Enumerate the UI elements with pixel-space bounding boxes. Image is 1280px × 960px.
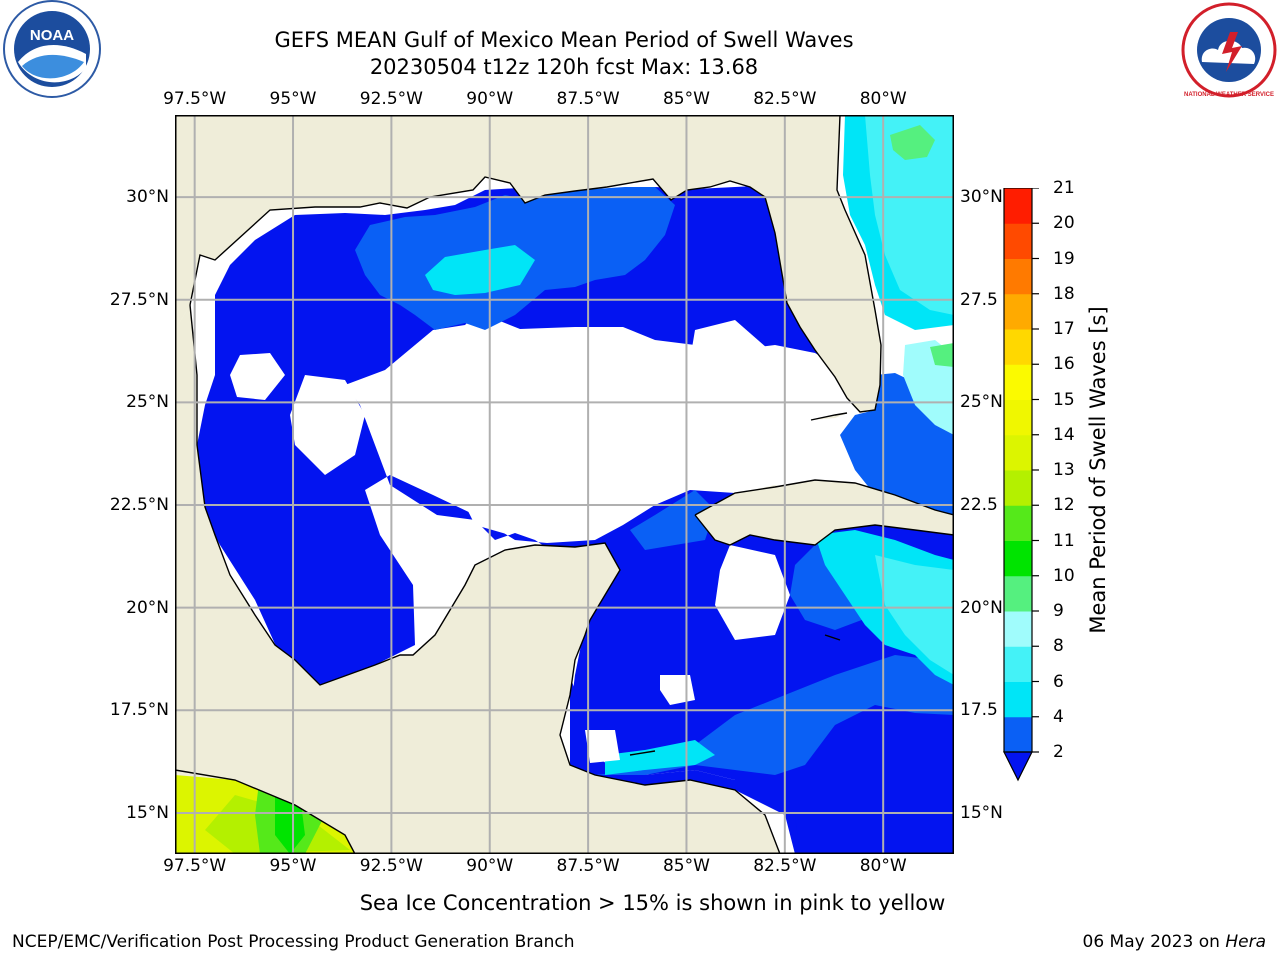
swell-6-8s-caribbean (875, 555, 954, 675)
swell-6-8s (865, 115, 954, 315)
map-frame (175, 115, 954, 854)
lat-label-left: 15°N (126, 802, 169, 823)
swell-9-10s (890, 125, 935, 160)
colorbar-tick-label: 4 (1053, 706, 1064, 727)
colorbar-cell (1004, 505, 1032, 541)
colorbar-tick-label: 6 (1053, 671, 1064, 692)
nodata-patch (690, 320, 785, 425)
colorbar-cell (1004, 540, 1032, 577)
nodata-patch (230, 353, 285, 400)
colorbar-tick-label: 21 (1053, 178, 1075, 198)
map-title: GEFS MEAN Gulf of Mexico Mean Period of … (274, 28, 854, 52)
footer-host: Hera (1225, 932, 1266, 952)
lon-label-top: 95°W (269, 89, 317, 109)
colorbar-cell (1004, 575, 1032, 612)
lat-label-left: 17.5°N (109, 700, 169, 721)
colorbar-tick-label: 17 (1053, 319, 1075, 339)
lon-label-bottom: 82.5°W (753, 856, 817, 876)
colorbar-cell (1004, 188, 1032, 224)
lon-label-bottom: 92.5°W (359, 856, 423, 876)
lon-label-top: 82.5°W (753, 89, 817, 109)
lat-label-right: 25°N (960, 392, 1003, 413)
lon-label-top: 90°W (466, 89, 514, 109)
swell-under-2s-caribbean (795, 705, 954, 854)
lat-label-left: 20°N (126, 597, 169, 618)
colorbar-cell (1004, 329, 1032, 365)
lat-label-right: 15°N (960, 802, 1003, 823)
lon-label-bottom: 97.5°W (163, 856, 227, 876)
lat-label-left: 30°N (126, 187, 169, 208)
colorbar-tick-label: 15 (1053, 389, 1075, 410)
colorbar-title: Mean Period of Swell Waves [s] (1086, 306, 1110, 634)
nodata-patch (290, 375, 365, 475)
colorbar-tick-label: 14 (1053, 424, 1075, 445)
coastlines (175, 115, 954, 854)
gridlines (175, 115, 954, 854)
noaa-logo-text: NOAA (30, 27, 74, 44)
land-cuba (695, 480, 954, 545)
lat-label-right: 22.5 (960, 495, 998, 516)
lat-label-right: 30°N (960, 187, 1003, 208)
footer-credit: NCEP/EMC/Verification Post Processing Pr… (12, 932, 575, 952)
nodata-patch (465, 485, 530, 535)
lat-label-left: 22.5°N (109, 495, 169, 516)
lat-label-right: 17.5 (960, 700, 998, 721)
colorbar-tick-label: 9 (1053, 601, 1064, 621)
colorbar-tick-label: 20 (1053, 213, 1075, 234)
nodata-patch (715, 545, 790, 640)
lon-label-top: 97.5°W (163, 89, 227, 109)
colorbar-tick-label: 8 (1053, 636, 1064, 657)
lon-label-bottom: 85°W (662, 856, 710, 876)
colorbar-under-arrow (1003, 751, 1033, 782)
lon-label-top: 92.5°W (359, 89, 423, 109)
colorbar-cell (1004, 293, 1032, 330)
land-us-gulf-coast (175, 115, 881, 412)
colorbar-cell (1004, 434, 1032, 471)
national-weather-service-logo: NATIONAL WEATHER SERVICE (1181, 2, 1277, 98)
colorbar (1003, 188, 1039, 782)
pacific-swell-9-10s (275, 795, 305, 854)
swell-9-10s-bahamas (930, 343, 954, 367)
swell-4-6s (425, 245, 535, 295)
colorbar-tick-label: 19 (1053, 248, 1075, 269)
colorbar-cell (1004, 716, 1032, 753)
colorbar-tick-label: 18 (1053, 283, 1075, 304)
land-mexico (175, 305, 780, 854)
colorbar-tick-label: 16 (1053, 354, 1075, 375)
colorbar-cell (1004, 399, 1032, 436)
footer-date: 06 May 2023 on Hera (1083, 932, 1267, 952)
colorbar-tick-label: 13 (1053, 460, 1075, 480)
swell-4-6s-caribbean-south (605, 740, 715, 775)
noaa-logo: NOAA (3, 0, 101, 98)
lon-label-bottom: 80°W (859, 856, 907, 876)
lon-label-bottom: 87.5°W (556, 856, 620, 876)
colorbar-tick-label: 11 (1053, 530, 1075, 551)
map-caption: Sea Ice Concentration > 15% is shown in … (359, 891, 946, 915)
lon-label-top: 85°W (662, 89, 710, 109)
colorbar-cell (1004, 611, 1032, 647)
swell-2-4s-caribbean (595, 655, 954, 775)
nws-logo-text: NATIONAL WEATHER SERVICE (1184, 92, 1274, 98)
colorbar-cell (1004, 223, 1032, 259)
nodata-patch (585, 730, 620, 763)
map-panel (175, 115, 954, 854)
colorbar-cell (1004, 364, 1032, 400)
colorbar-tick-label: 2 (1053, 742, 1064, 762)
lat-label-left: 27.5°N (109, 289, 169, 310)
colorbar-tick-label: 12 (1053, 495, 1075, 516)
colorbar-cell (1004, 258, 1032, 295)
lon-label-bottom: 90°W (466, 856, 514, 876)
lat-label-left: 25°N (126, 392, 169, 413)
colorbar-cell (1004, 681, 1032, 718)
lat-label-right: 27.5 (960, 289, 998, 310)
map-subtitle: 20230504 t12z 120h fcst Max: 13.68 (369, 55, 759, 79)
colorbar-cell (1004, 646, 1032, 682)
lat-label-right: 20°N (960, 597, 1003, 618)
colorbar-cell (1004, 470, 1032, 506)
lon-label-top: 80°W (859, 89, 907, 109)
colorbar-tick-label: 10 (1053, 565, 1075, 586)
lon-label-top: 87.5°W (556, 89, 620, 109)
footer-date-text: 06 May 2023 on (1082, 932, 1220, 952)
lon-label-bottom: 95°W (269, 856, 317, 876)
